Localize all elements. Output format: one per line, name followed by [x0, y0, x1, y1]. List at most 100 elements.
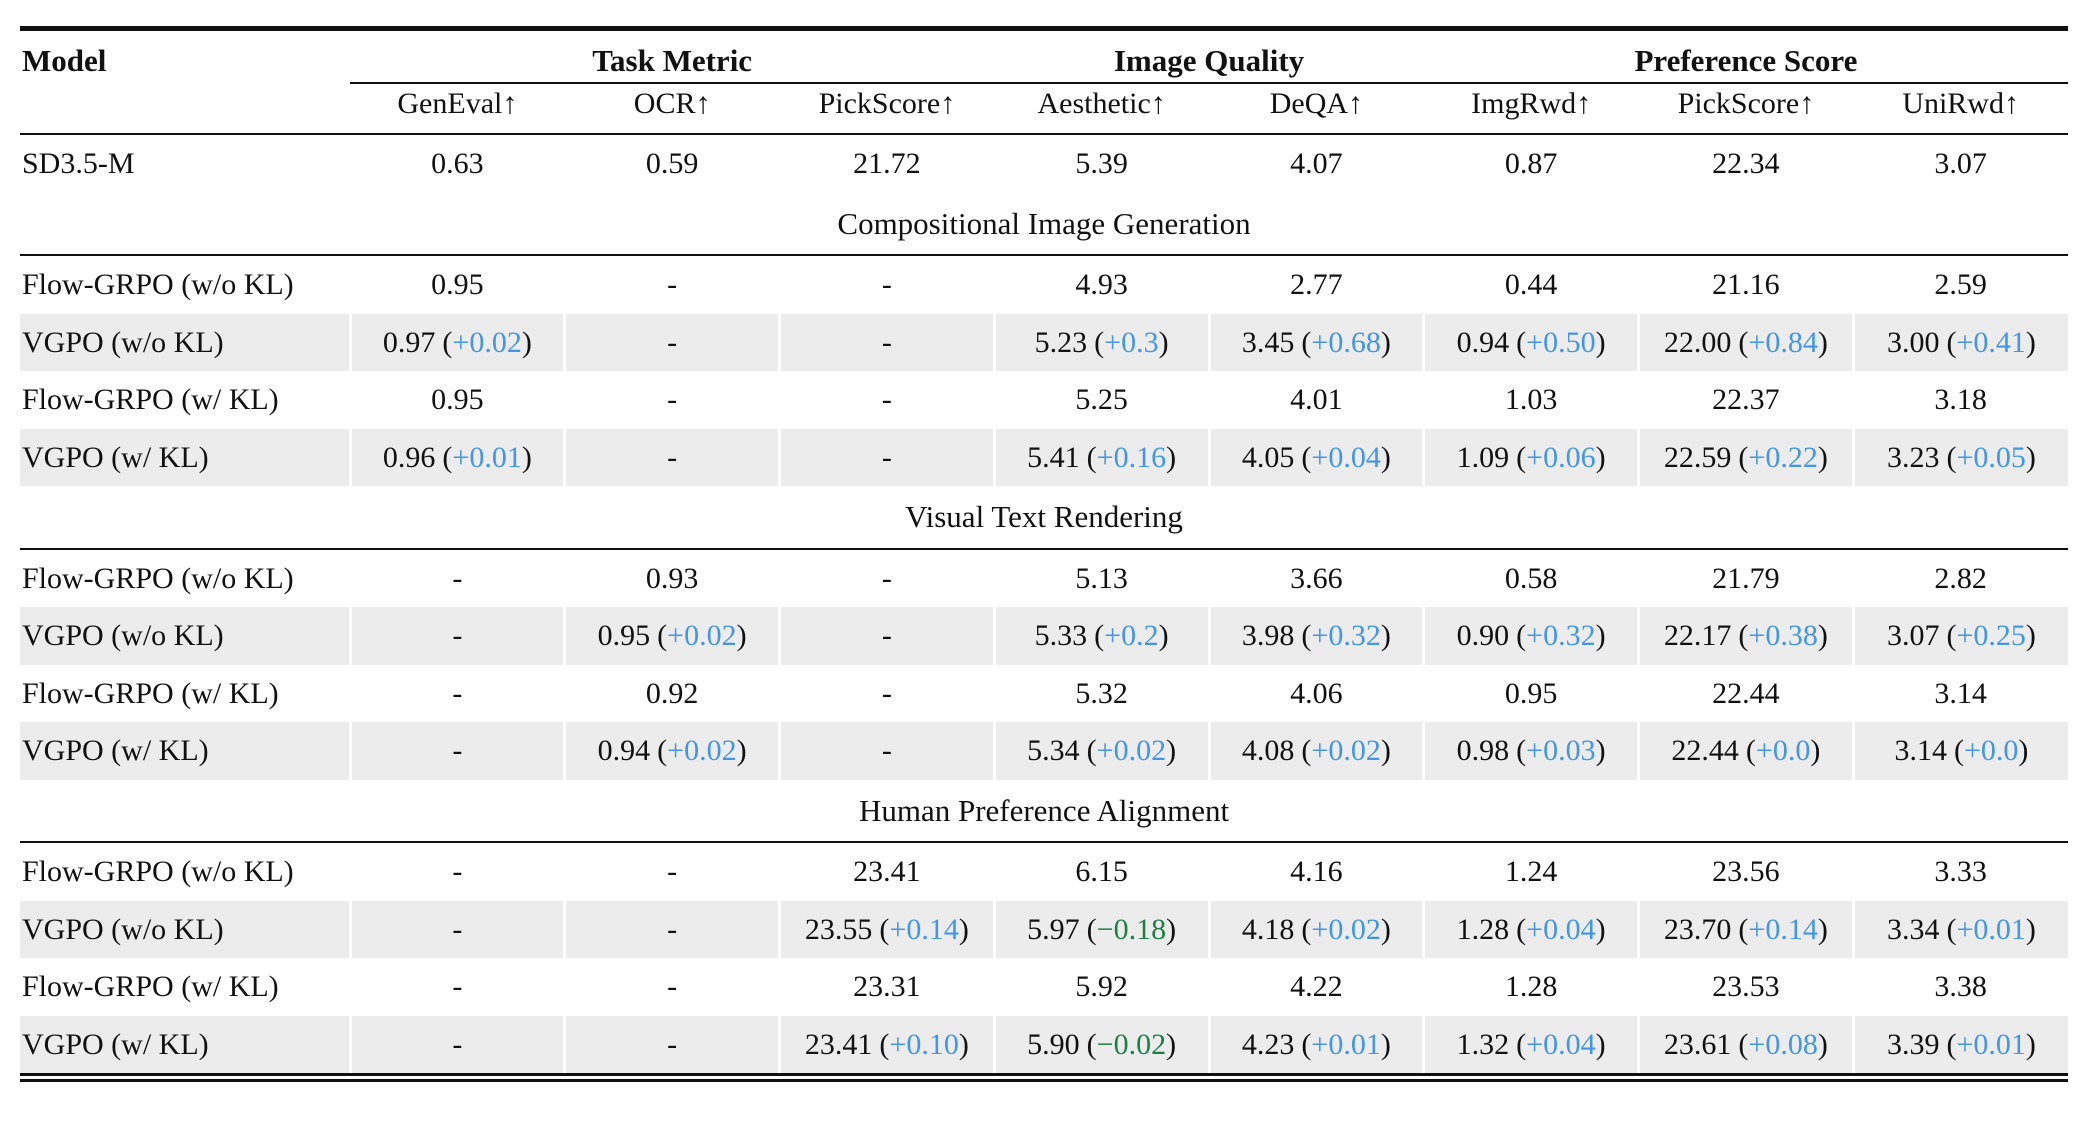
metric-value: 3.39 — [1886, 1027, 1940, 1061]
header-group-row: Model Task Metric Image Quality Preference … — [20, 31, 2069, 136]
metric-value: 23.61 — [1663, 1027, 1732, 1061]
delta-value: +0.32 — [1311, 619, 1381, 653]
delta-open-paren: ( — [1738, 912, 1749, 946]
metric-cell: 5.32 — [994, 665, 1209, 723]
delta-close-paren: ) — [1380, 619, 1391, 653]
metric-cell: 3.00 (+0.41) — [1851, 313, 2069, 372]
metric-value: 0.94 — [597, 734, 651, 768]
metric-value: 0.98 — [1456, 734, 1510, 768]
metric-cell: 3.66 — [1209, 549, 1424, 608]
metric-cell: 5.92 — [994, 958, 1209, 1016]
delta-close-paren: ) — [1810, 734, 1821, 768]
metric-value: 3.98 — [1241, 619, 1295, 653]
metric-cell: - — [780, 549, 995, 608]
metric-value: 1.24 — [1504, 855, 1558, 889]
delta-value: +0.10 — [889, 1027, 959, 1061]
metric-value: - — [881, 676, 892, 710]
delta-value: −0.18 — [1096, 912, 1167, 946]
metric-cell: 23.41 — [780, 842, 995, 901]
metric-value: 5.33 — [1034, 619, 1088, 653]
metric-cell: 3.45 (+0.68) — [1207, 313, 1424, 372]
metric-value: 4.23 — [1241, 1027, 1295, 1061]
metric-cell: 0.58 — [1424, 549, 1639, 608]
metric-value: 0.97 — [382, 325, 436, 359]
delta-value: +0.2 — [1104, 619, 1159, 653]
metric-value: 5.13 — [1075, 561, 1128, 595]
metric-cell: 3.23 (+0.05) — [1851, 428, 2069, 487]
metric-cell: 0.94 (+0.02) — [563, 722, 780, 780]
delta-value: +0.0 — [1963, 734, 2019, 768]
metric-cell: 0.95 (+0.02) — [563, 607, 780, 665]
metric-cell: - — [348, 607, 565, 665]
model-name: VGPO (w/ KL) — [20, 428, 350, 487]
metric-value: - — [452, 912, 463, 946]
model-name: SD3.5-M — [22, 147, 135, 181]
metric-value: 5.90 — [1027, 1027, 1080, 1061]
delta-close-paren: ) — [2018, 734, 2029, 768]
metric-value: - — [452, 734, 463, 768]
metric-value: - — [452, 561, 463, 595]
metric-cell: - — [348, 900, 565, 959]
metric-cell: 3.14 — [1853, 665, 2068, 723]
metric-cell: 23.61 (+0.08) — [1637, 1015, 1854, 1074]
metric-value: 21.72 — [853, 147, 921, 181]
metric-cell: - — [565, 255, 780, 314]
column-header-aesthetic-3: Aesthetic↑ — [994, 82, 1210, 136]
metric-value: 4.22 — [1290, 970, 1343, 1004]
group-header-model: Model — [20, 31, 350, 136]
model-name: Flow-GRPO (w/ KL) — [22, 383, 279, 417]
metric-value: 4.08 — [1241, 734, 1295, 768]
metric-value: 22.44 — [1671, 734, 1739, 768]
metric-value: 22.00 — [1663, 325, 1732, 359]
metric-value: 0.90 — [1456, 619, 1510, 653]
metric-cell: 3.39 (+0.01) — [1851, 1015, 2069, 1074]
delta-open-paren: ( — [1086, 440, 1097, 474]
metric-value: 3.34 — [1886, 912, 1940, 946]
metric-value: 3.14 — [1894, 734, 1947, 768]
metric-cell: 4.18 (+0.02) — [1207, 900, 1424, 959]
metric-cell: 5.34 (+0.02) — [992, 722, 1210, 780]
metric-value: 5.39 — [1075, 147, 1128, 181]
metric-cell: 5.23 (+0.3) — [992, 313, 1210, 372]
metric-value: 4.06 — [1290, 676, 1343, 710]
metric-cell: 4.07 — [1209, 134, 1424, 193]
metric-value: - — [881, 440, 892, 474]
metric-cell: 0.95 — [350, 255, 565, 314]
metric-value: 5.41 — [1027, 440, 1080, 474]
metric-cell: - — [778, 428, 995, 487]
metric-cell: 2.59 — [1853, 255, 2068, 314]
metric-cell: 4.06 — [1209, 665, 1424, 723]
delta-open-paren: ( — [1946, 912, 1957, 946]
delta-close-paren: ) — [1380, 912, 1391, 946]
metric-cell: 22.44 — [1639, 665, 1854, 723]
metric-value: 4.01 — [1290, 383, 1343, 417]
metric-cell: 5.33 (+0.2) — [992, 607, 1210, 665]
delta-value: +0.02 — [1096, 734, 1167, 768]
delta-open-paren: ( — [1086, 912, 1097, 946]
delta-open-paren: ( — [879, 1027, 890, 1061]
section-title: Visual Text Rendering — [20, 486, 2069, 550]
metric-cell: 1.28 — [1424, 958, 1639, 1016]
metric-value: - — [667, 912, 678, 946]
delta-value: +0.08 — [1748, 1027, 1818, 1061]
metric-value: 23.53 — [1712, 970, 1780, 1004]
metric-value: - — [667, 383, 678, 417]
column-header-geneval-0: GenEval↑ — [350, 82, 565, 136]
metric-value: - — [452, 970, 463, 1004]
delta-open-paren: ( — [1946, 619, 1957, 653]
delta-close-paren: ) — [1380, 325, 1391, 359]
metric-cell: 22.17 (+0.38) — [1637, 607, 1854, 665]
metric-value: 4.18 — [1241, 912, 1295, 946]
column-header-pickscore-2: PickScore↑ — [779, 82, 995, 136]
delta-open-paren: ( — [1946, 325, 1957, 359]
metric-cell: 0.87 — [1424, 134, 1639, 193]
table-row-vgpo-w-kl: VGPO (w/ KL) 0.96 (+0.01) - -5.41 (+0.16) 4.05… — [20, 428, 2069, 487]
metric-cell: - — [780, 371, 995, 429]
metric-value: 0.59 — [645, 147, 699, 181]
metric-cell: - — [778, 607, 995, 665]
section-title: Compositional Image Generation — [20, 192, 2069, 257]
delta-close-paren: ) — [1595, 912, 1606, 946]
metric-cell: - — [780, 665, 995, 723]
metric-cell: - — [563, 900, 780, 959]
delta-open-paren: ( — [657, 619, 668, 653]
